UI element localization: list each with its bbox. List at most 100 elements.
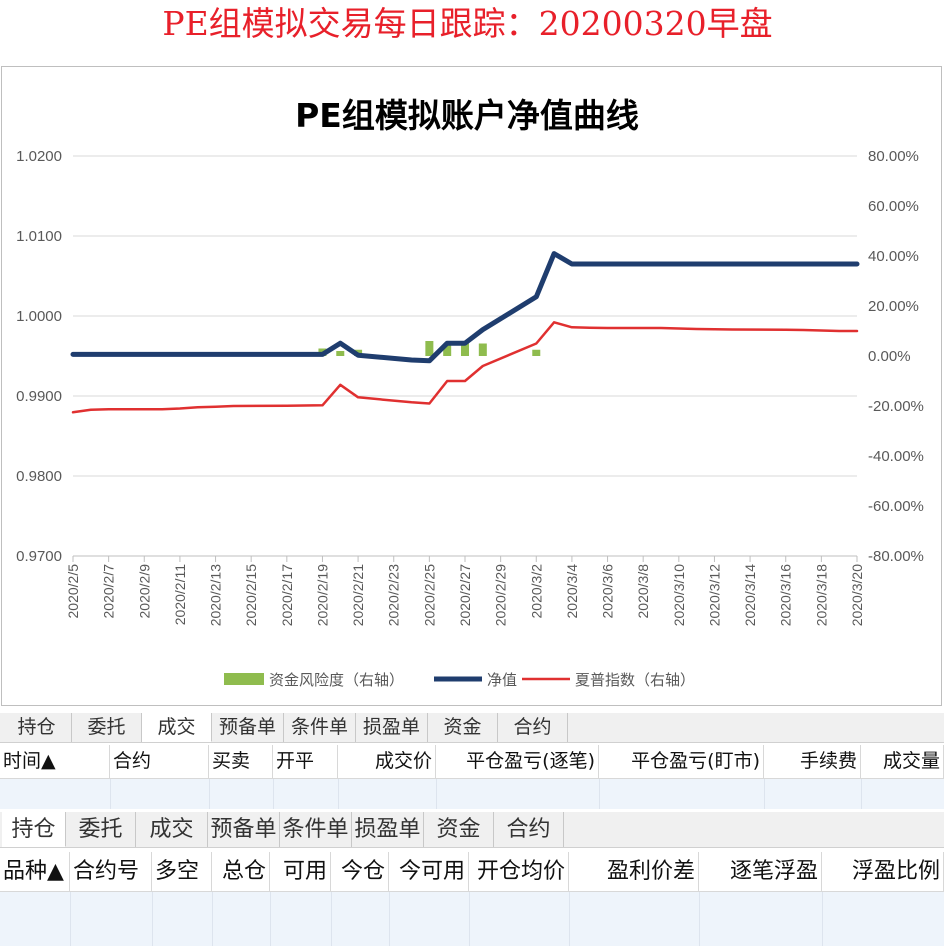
column-header-3[interactable]: 开平 bbox=[273, 745, 338, 778]
legend-risk-label: 资金风险度（右轴） bbox=[269, 671, 404, 689]
x-tick-label: 2020/2/25 bbox=[421, 564, 437, 626]
tab-6[interactable]: 资金 bbox=[424, 812, 494, 847]
column-header-9[interactable]: 逐笔浮盈 bbox=[699, 852, 822, 891]
y-left-tick-label: 0.9900 bbox=[16, 388, 62, 405]
column-divider bbox=[270, 892, 271, 946]
column-header-0[interactable]: 时间▲ bbox=[0, 745, 110, 778]
x-tick-label: 2020/2/13 bbox=[208, 564, 224, 626]
column-header-5[interactable]: 今仓 bbox=[331, 852, 389, 891]
column-header-4[interactable]: 成交价 bbox=[338, 745, 436, 778]
column-header-4[interactable]: 可用 bbox=[270, 852, 331, 891]
position-table-header: 品种▲ 合约号 多空 总仓 可用 今仓 今可用 开仓均价 盈利价差 逐笔浮盈 浮盈比例 bbox=[0, 852, 944, 892]
position-table-body bbox=[0, 892, 944, 946]
tab-6[interactable]: 资金 bbox=[428, 713, 498, 742]
x-tick-label: 2020/3/6 bbox=[600, 564, 616, 619]
y-left-tick-label: 0.9700 bbox=[16, 548, 62, 565]
column-divider bbox=[152, 892, 153, 946]
tab-0[interactable]: 持仓 bbox=[2, 812, 66, 847]
x-tick-label: 2020/2/29 bbox=[493, 564, 509, 626]
tab-2[interactable]: 成交 bbox=[136, 812, 208, 847]
x-tick-label: 2020/3/20 bbox=[849, 564, 865, 626]
y-left-tick-label: 0.9800 bbox=[16, 468, 62, 485]
net-value-chart: PE组模拟账户净值曲线 0.9700 0.9800 0.9900 1.0000 1.010… bbox=[16, 96, 924, 689]
column-divider bbox=[861, 779, 862, 809]
sharpe-line bbox=[71, 321, 859, 414]
column-header-1[interactable]: 合约 bbox=[110, 745, 209, 778]
page-title: PE组模拟交易每日跟踪：20200320早盘 bbox=[162, 4, 773, 43]
column-divider bbox=[331, 892, 332, 946]
column-divider bbox=[699, 892, 700, 946]
x-tick-label: 2020/3/4 bbox=[564, 564, 580, 619]
column-header-8[interactable]: 成交量 bbox=[861, 745, 944, 778]
x-tick-label: 2020/3/16 bbox=[778, 564, 794, 626]
trade-tab-bar: 持仓 委托 成交 预备单 条件单 损盈单 资金 合约 bbox=[0, 713, 944, 743]
tab-5[interactable]: 损盈单 bbox=[352, 812, 424, 847]
x-tick-label: 2020/2/5 bbox=[65, 564, 81, 619]
y-right-tick-label: 20.00% bbox=[868, 298, 919, 315]
chart-container: PE组模拟账户净值曲线 0.9700 0.9800 0.9900 1.0000 1.010… bbox=[1, 66, 942, 706]
tab-1[interactable]: 委托 bbox=[72, 713, 142, 742]
tab-7[interactable]: 合约 bbox=[494, 812, 564, 847]
column-header-0[interactable]: 品种▲ bbox=[0, 852, 70, 891]
y-right-tick-label: -20.00% bbox=[868, 398, 924, 415]
column-header-2[interactable]: 买卖 bbox=[209, 745, 273, 778]
risk-bar bbox=[532, 349, 541, 356]
y-right-tick-label: -40.00% bbox=[868, 448, 924, 465]
x-tick-label: 2020/2/15 bbox=[243, 564, 259, 626]
x-tick-label: 2020/2/21 bbox=[350, 564, 366, 626]
column-header-5[interactable]: 平仓盈亏(逐笔) bbox=[436, 745, 599, 778]
column-header-10[interactable]: 浮盈比例 bbox=[822, 852, 944, 891]
trade-table-header: 时间▲ 合约 买卖 开平 成交价 平仓盈亏(逐笔) 平仓盈亏(盯市) 手续费 成交量 bbox=[0, 745, 944, 779]
column-header-1[interactable]: 合约号 bbox=[70, 852, 152, 891]
legend-risk-swatch bbox=[224, 673, 264, 685]
x-tick-label: 2020/2/23 bbox=[386, 564, 402, 626]
legend-net-value-label: 净值 bbox=[487, 671, 517, 689]
risk-bar bbox=[478, 343, 487, 356]
column-header-6[interactable]: 今可用 bbox=[389, 852, 469, 891]
y-right-tick-label: -80.00% bbox=[868, 548, 924, 565]
column-header-3[interactable]: 总仓 bbox=[212, 852, 270, 891]
x-tick-label: 2020/2/11 bbox=[172, 564, 188, 625]
column-divider bbox=[110, 779, 111, 809]
column-divider bbox=[212, 892, 213, 946]
tab-0[interactable]: 持仓 bbox=[2, 713, 72, 742]
x-tick-label: 2020/2/19 bbox=[314, 564, 330, 626]
tab-1[interactable]: 委托 bbox=[66, 812, 136, 847]
chart-title: PE组模拟账户净值曲线 bbox=[295, 96, 639, 135]
column-header-7[interactable]: 开仓均价 bbox=[469, 852, 569, 891]
risk-bar bbox=[443, 343, 452, 356]
tab-5[interactable]: 损盈单 bbox=[356, 713, 428, 742]
risk-bar bbox=[336, 351, 345, 356]
x-tick-label: 2020/2/17 bbox=[279, 564, 295, 626]
net-value-line bbox=[70, 251, 860, 364]
column-divider bbox=[273, 779, 274, 809]
column-divider bbox=[389, 892, 390, 946]
risk-bar bbox=[425, 341, 434, 356]
y-left-tick-label: 1.0200 bbox=[16, 148, 62, 165]
y-right-tick-label: -60.00% bbox=[868, 498, 924, 515]
tab-3[interactable]: 预备单 bbox=[212, 713, 284, 742]
tab-7[interactable]: 合约 bbox=[498, 713, 568, 742]
x-tick-label: 2020/2/9 bbox=[136, 564, 152, 619]
x-tick-label: 2020/3/12 bbox=[706, 564, 722, 626]
tab-4[interactable]: 条件单 bbox=[280, 812, 352, 847]
position-panel: 持仓 委托 成交 预备单 条件单 损盈单 资金 合约 品种▲ 合约号 多空 总仓 可用 今仓 今可用 开仓均… bbox=[0, 812, 944, 946]
tab-3[interactable]: 预备单 bbox=[208, 812, 280, 847]
x-tick-label: 2020/3/8 bbox=[635, 564, 651, 619]
tab-4[interactable]: 条件单 bbox=[284, 713, 356, 742]
column-divider bbox=[436, 779, 437, 809]
trade-panel: 持仓 委托 成交 预备单 条件单 损盈单 资金 合约 时间▲ 合约 买卖 开平 成交价 平仓盈亏(逐笔)… bbox=[0, 713, 944, 809]
column-divider bbox=[764, 779, 765, 809]
column-divider bbox=[209, 779, 210, 809]
column-divider bbox=[599, 779, 600, 809]
y-left-tick-label: 1.0100 bbox=[16, 228, 62, 245]
x-tick-label: 2020/3/10 bbox=[671, 564, 687, 626]
y-left-tick-label: 1.0000 bbox=[16, 308, 62, 325]
tab-2[interactable]: 成交 bbox=[142, 713, 212, 742]
column-header-8[interactable]: 盈利价差 bbox=[569, 852, 699, 891]
column-header-7[interactable]: 手续费 bbox=[764, 745, 861, 778]
x-tick-label: 2020/2/7 bbox=[101, 564, 117, 619]
column-header-2[interactable]: 多空 bbox=[152, 852, 212, 891]
y-right-tick-label: 80.00% bbox=[868, 148, 919, 165]
column-header-6[interactable]: 平仓盈亏(盯市) bbox=[599, 745, 764, 778]
